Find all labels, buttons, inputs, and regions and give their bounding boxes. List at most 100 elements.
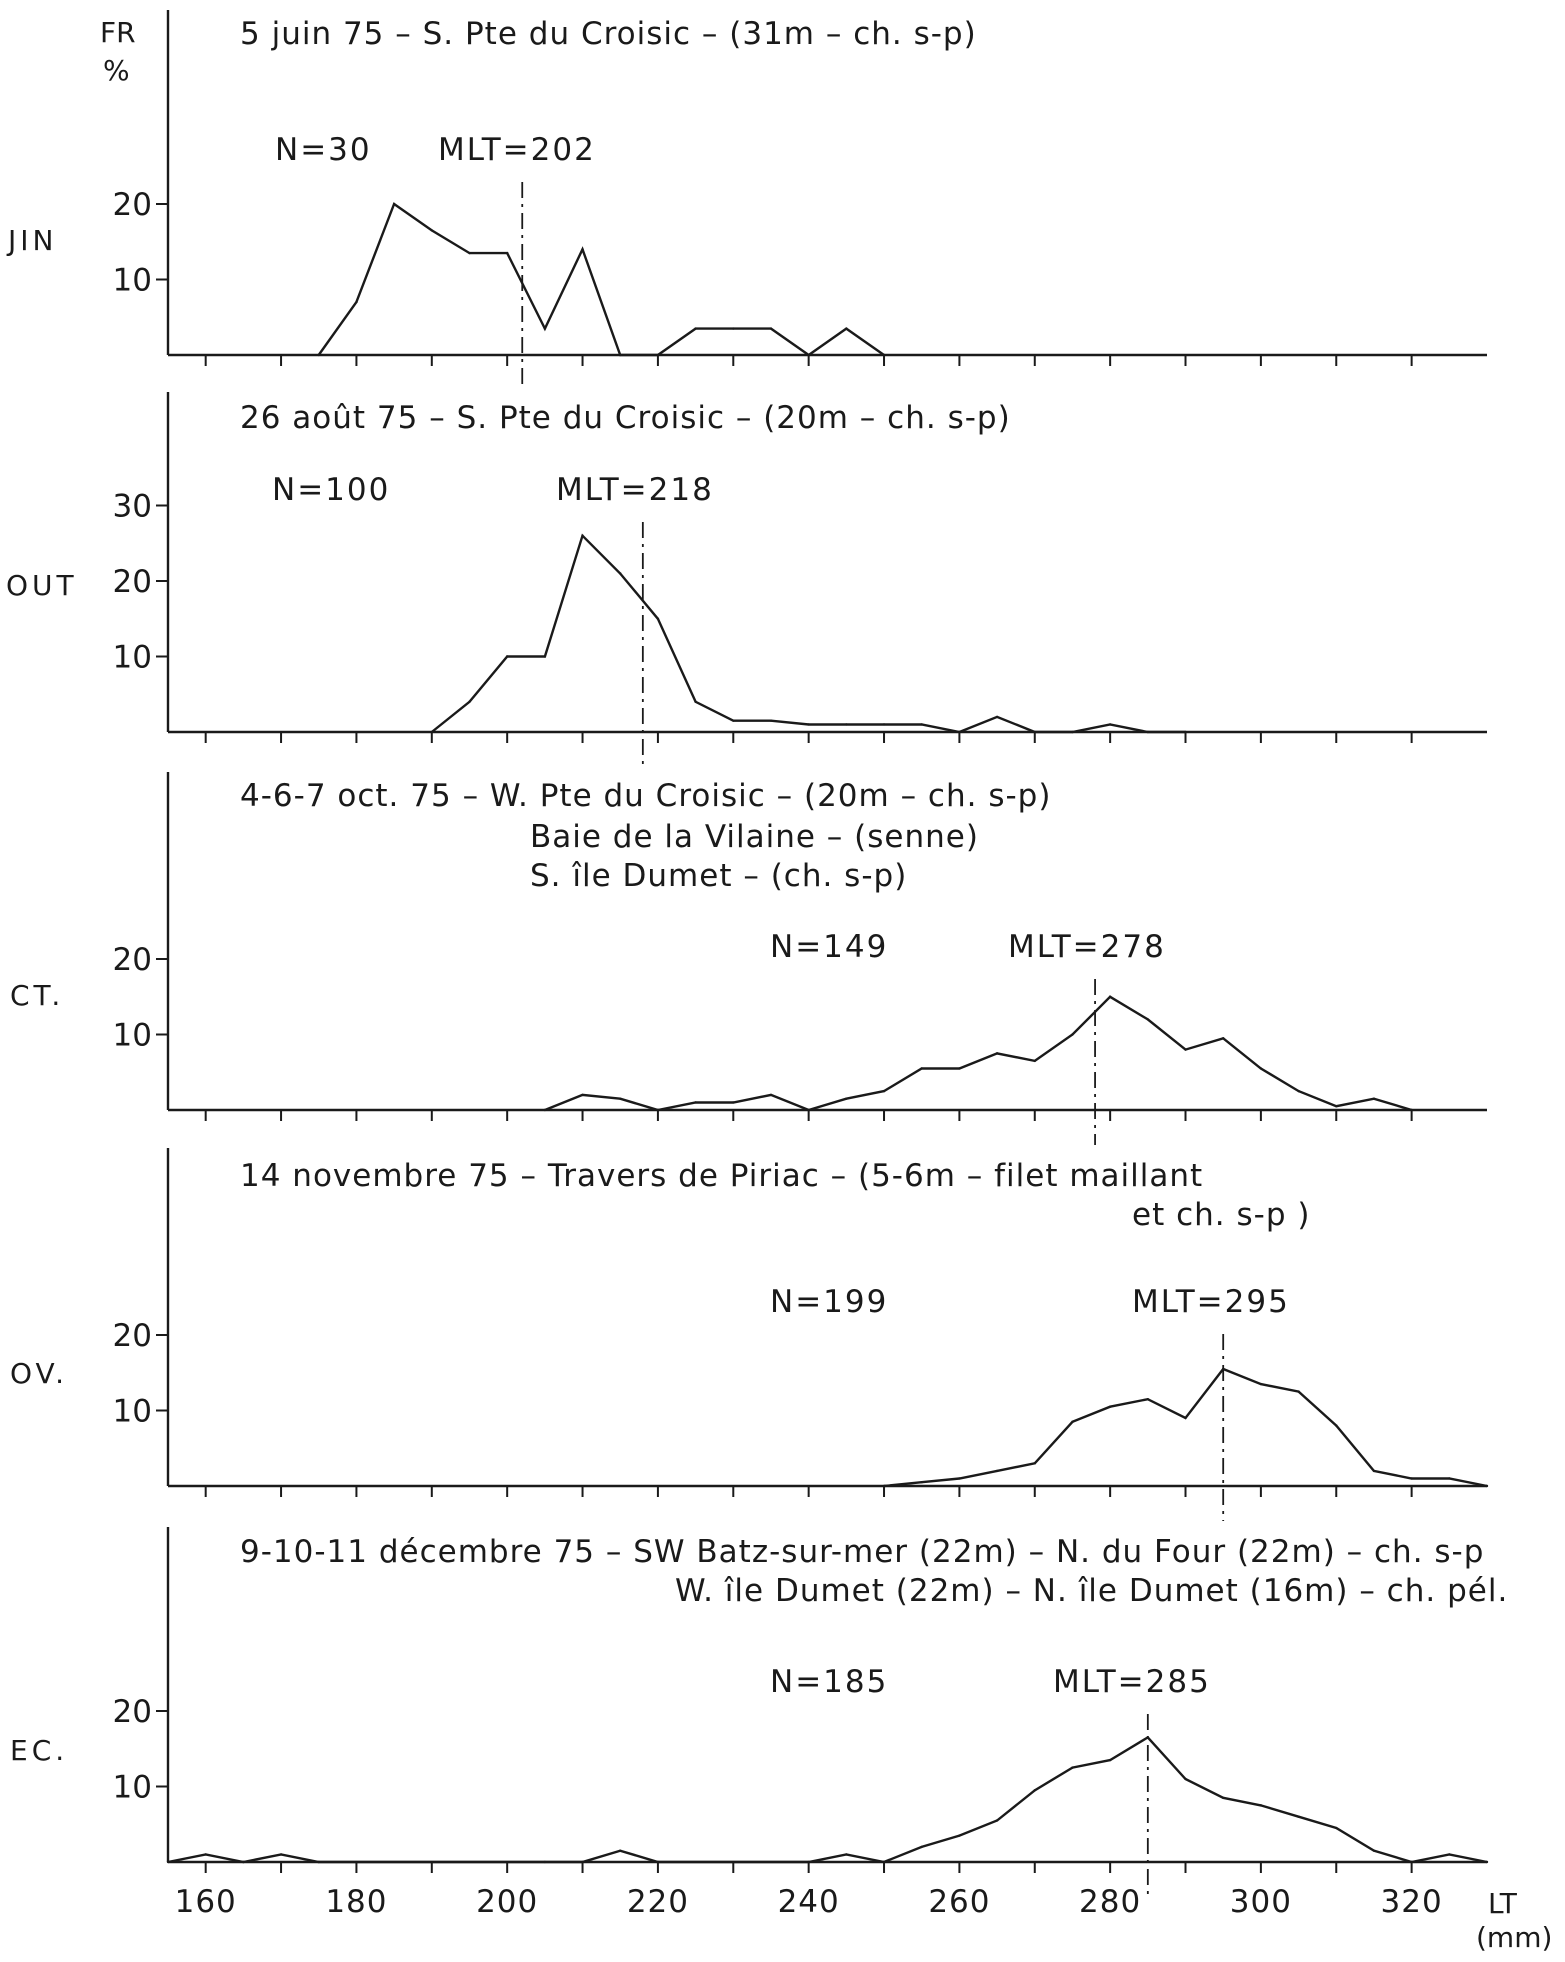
data-point (430, 730, 433, 734)
data-point (656, 617, 660, 620)
data-point (1485, 1860, 1489, 1864)
n-label: N=30 (275, 132, 372, 168)
mlt-label: MLT=285 (1053, 1664, 1211, 1700)
n-label: N=149 (770, 929, 888, 965)
data-point (1071, 730, 1074, 734)
data-point (845, 327, 848, 330)
data-point (1297, 1815, 1300, 1818)
data-point (807, 1860, 810, 1864)
month-label: EC. (10, 1734, 68, 1767)
data-point (1410, 1477, 1413, 1480)
x-tick-label: 160 (175, 1884, 237, 1920)
x-tick-label: 240 (778, 1884, 840, 1920)
mlt-label: MLT=218 (556, 472, 714, 508)
data-point (1297, 1089, 1300, 1093)
x-axis-label: LT (1488, 1887, 1518, 1920)
month-label: JIN (6, 224, 57, 257)
data-point (694, 700, 697, 703)
data-point (656, 1108, 660, 1112)
y-tick-label: 20 (113, 942, 152, 978)
data-point (995, 1819, 999, 1822)
panel-title-line: 26 août 75 – S. Pte du Croisic – (20m – … (240, 400, 1011, 436)
data-point (732, 719, 735, 722)
data-point (355, 300, 358, 304)
y-axis-label: FR (100, 16, 136, 49)
data-point (920, 1845, 923, 1849)
x-tick-label: 180 (325, 1884, 387, 1920)
data-point (1335, 1424, 1338, 1427)
x-tick-label: 280 (1079, 1884, 1141, 1920)
data-point (694, 1101, 697, 1104)
panel-1: 10 20 JIN 5 juin 75 – S. Pte du Croisic – (… (6, 10, 1487, 390)
panel-4: 10 20 OV. 14 novembre 75 – Travers de Piria… (10, 1148, 1489, 1521)
n-label: N=185 (770, 1664, 888, 1700)
data-point (468, 700, 471, 703)
x-tick-label: 320 (1381, 1884, 1443, 1920)
data-point (543, 1108, 547, 1112)
data-point (995, 715, 999, 719)
y-tick-label: 20 (113, 1694, 152, 1730)
data-point (1184, 1777, 1187, 1781)
panel-2: 10 20 30 OUT 26 août 75 – S. Pte du Croisic … (6, 392, 1487, 767)
data-point (1108, 1405, 1112, 1408)
panel-title-line: et ch. s-p ) (1132, 1197, 1310, 1233)
data-point (1071, 1420, 1074, 1424)
data-point (845, 723, 848, 726)
panel-title-line: 14 novembre 75 – Travers de Piriac – (5-… (240, 1158, 1203, 1194)
data-point (1033, 1462, 1036, 1465)
data-point (732, 327, 735, 330)
data-point (1410, 1108, 1413, 1112)
mlt-label: MLT=295 (1132, 1284, 1290, 1320)
x-tick-label: 260 (928, 1884, 990, 1920)
data-point (505, 655, 509, 658)
data-point (619, 353, 622, 357)
data-point (317, 1860, 320, 1864)
x-axis-unit: (mm) (1476, 1921, 1552, 1954)
data-point (1146, 730, 1150, 734)
data-point (1108, 1758, 1112, 1762)
panel-title-line: W. île Dumet (22m) – N. île Dumet (16m) … (675, 1573, 1508, 1609)
y-tick-label: 10 (113, 1394, 152, 1430)
data-point (882, 1089, 886, 1093)
data-point (882, 1484, 886, 1488)
data-point (543, 1860, 547, 1864)
data-point (1335, 1826, 1338, 1830)
month-label: OUT (6, 569, 78, 602)
data-point (1146, 1736, 1150, 1739)
y-tick-label: 20 (113, 1318, 152, 1354)
data-point (204, 1853, 207, 1856)
data-point (581, 248, 584, 251)
data-point (392, 202, 396, 206)
data-point (581, 1860, 584, 1864)
data-point (1071, 1766, 1074, 1769)
y-tick-label: 10 (113, 263, 152, 299)
data-point (920, 723, 923, 726)
data-point (1033, 1789, 1036, 1792)
data-point (1448, 1477, 1451, 1480)
data-point (1222, 1037, 1225, 1040)
data-point (505, 251, 509, 255)
data-point (882, 723, 886, 726)
data-point (1146, 1018, 1150, 1021)
panel-title-line: 5 juin 75 – S. Pte du Croisic – (31m – c… (240, 16, 977, 52)
mlt-label: MLT=278 (1008, 929, 1166, 965)
frequency-line (431, 533, 1186, 734)
y-tick-label: 30 (113, 489, 152, 525)
y-tick-label: 10 (113, 1018, 152, 1054)
data-point (619, 572, 622, 575)
data-point (1448, 1853, 1451, 1856)
data-point (1410, 1860, 1413, 1864)
data-point (845, 1097, 848, 1100)
data-point (807, 353, 810, 357)
n-label: N=100 (272, 472, 390, 508)
data-point (1222, 1367, 1225, 1371)
data-point (581, 534, 584, 537)
frequency-line (167, 1735, 1488, 1864)
data-point (958, 1067, 961, 1070)
data-point (1372, 1469, 1376, 1473)
data-point (317, 353, 320, 357)
mlt-label: MLT=202 (438, 132, 596, 168)
data-point (732, 1101, 735, 1104)
month-label: OV. (10, 1357, 68, 1390)
data-point (882, 353, 886, 357)
